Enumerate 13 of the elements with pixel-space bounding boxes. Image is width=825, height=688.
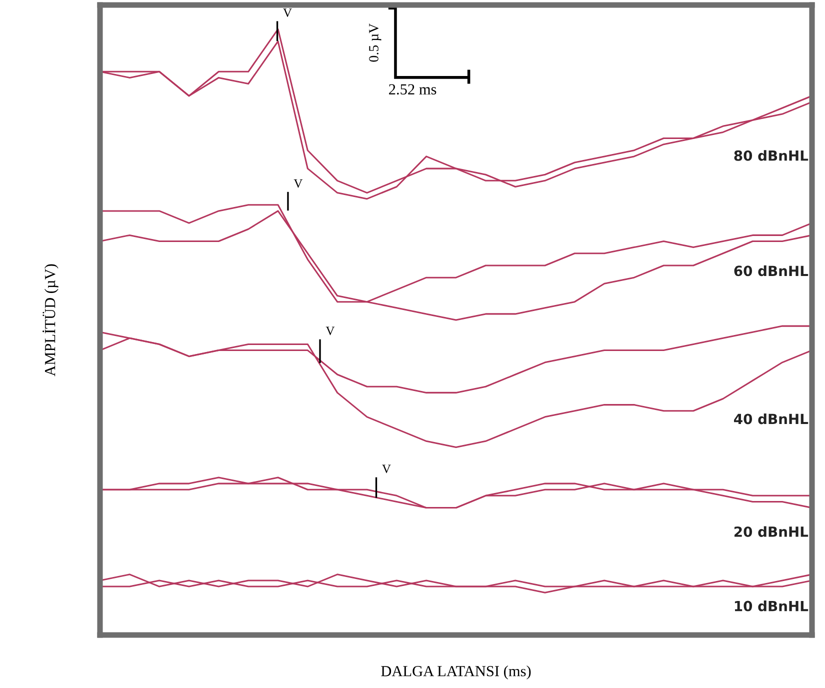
annotation: 10 dBnHL [734,600,808,612]
text: V [283,8,292,18]
annotation: V [294,179,303,188]
annotation: 0.5 µV [369,24,382,62]
annotation: V [382,464,391,474]
x-axis-title: DALGA LATANSI (ms) [381,666,531,680]
annotation: V [326,326,335,336]
annotation: 40 dBnHL [734,413,808,424]
y-axis-title: AMPLİTÜD (µV) [42,264,58,376]
annotation: 60 dBnHL [734,265,808,276]
annotation: 80 dBnHL [734,150,808,161]
annotation: 2.52 ms [389,84,436,95]
annotation: 20 dBnHL [734,526,808,537]
